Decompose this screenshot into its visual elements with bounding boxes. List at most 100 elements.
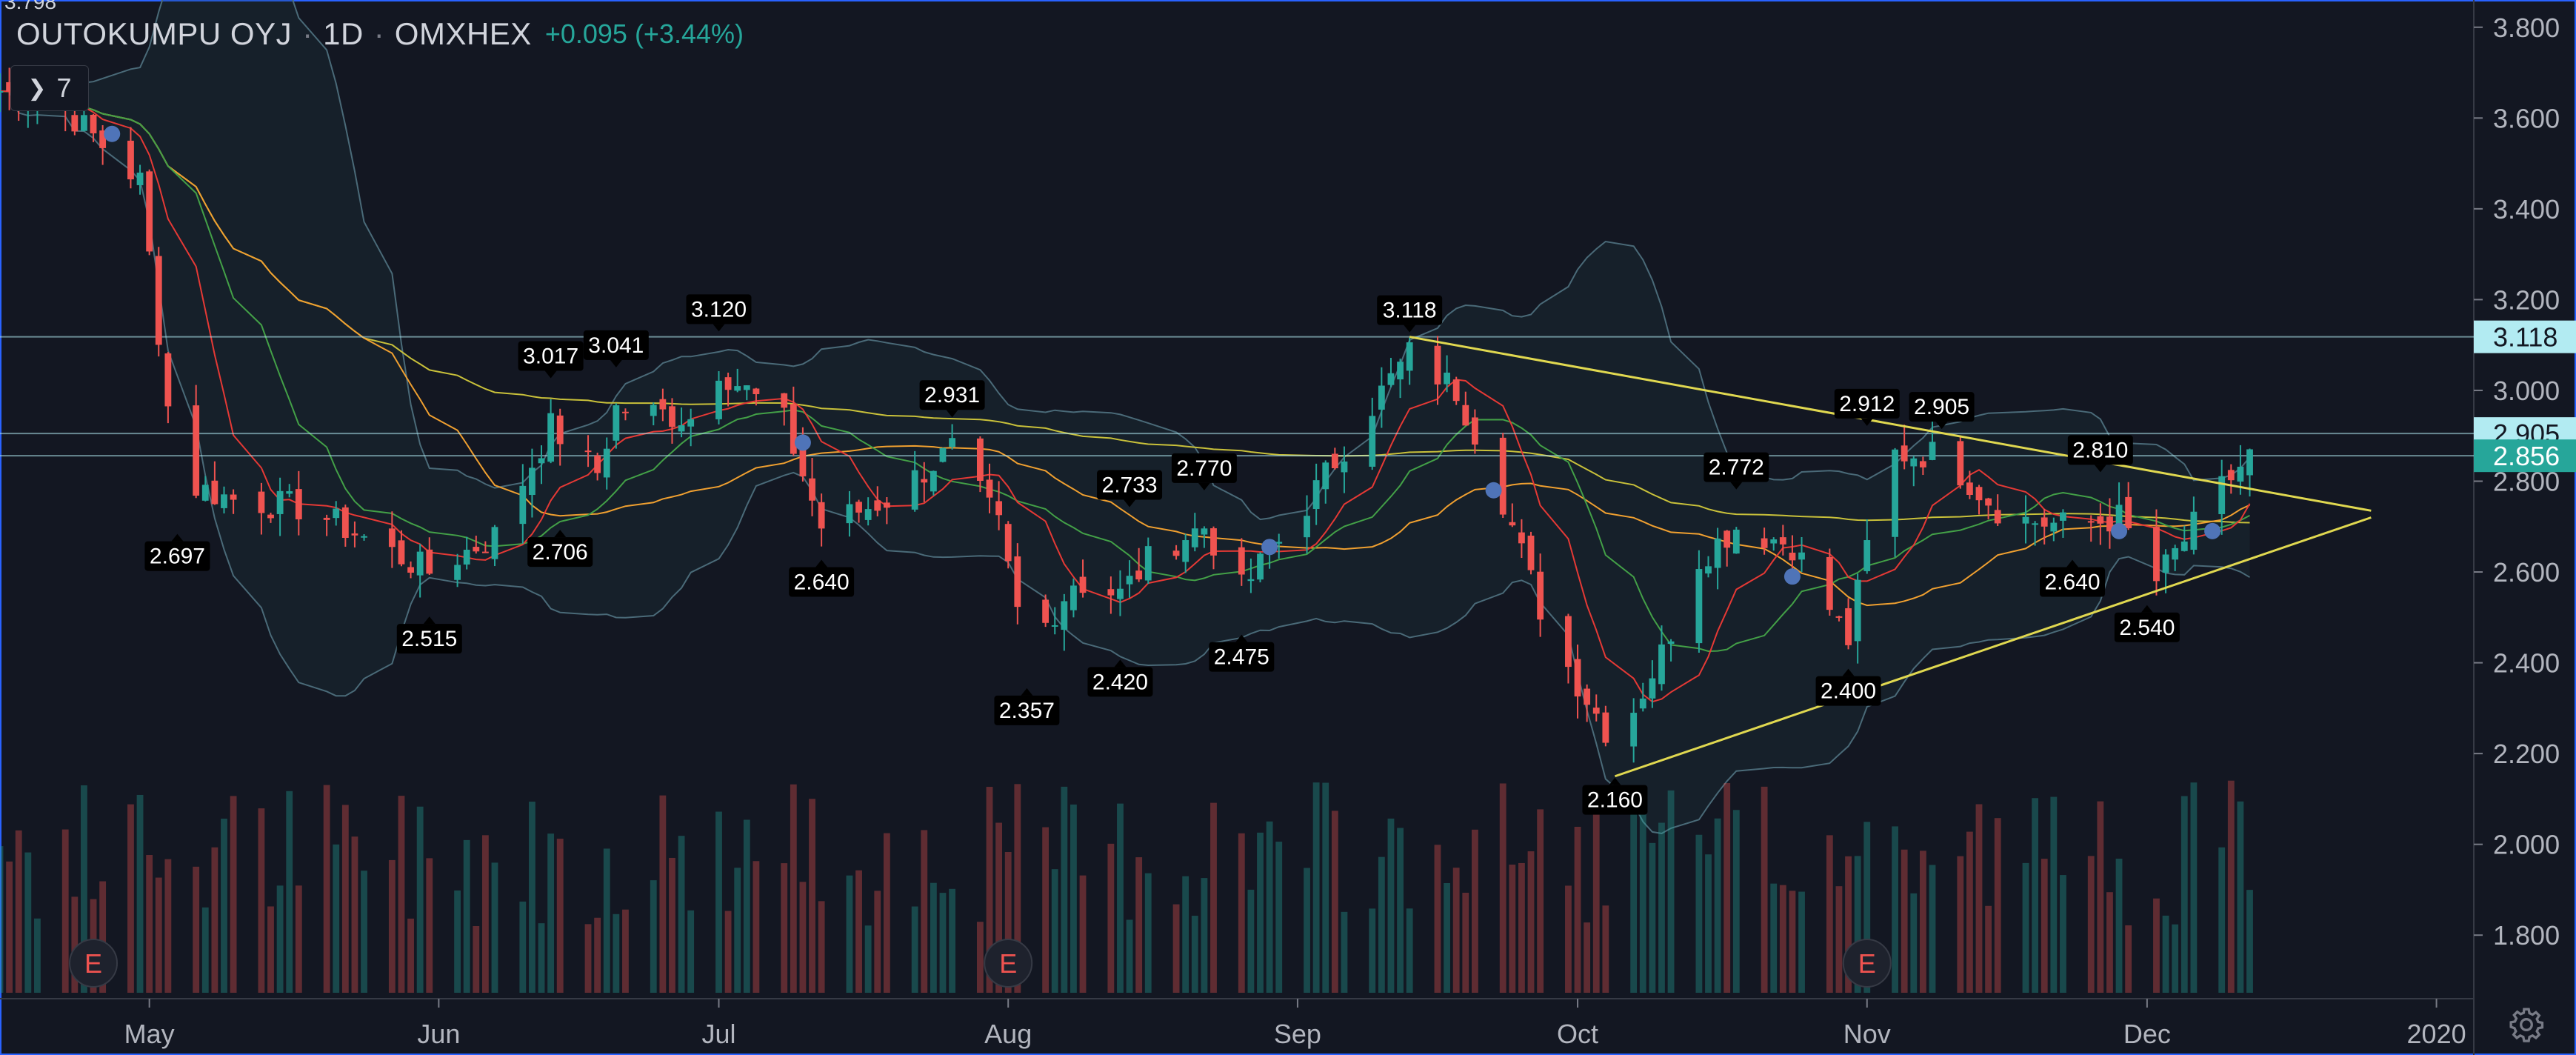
candle-body	[426, 549, 433, 574]
volume-bar	[1798, 891, 1805, 993]
volume-bar	[398, 796, 405, 993]
symbol-name[interactable]: OUTOKUMPU OYJ	[16, 16, 293, 51]
candle	[1397, 359, 1404, 399]
volume-bar	[2180, 796, 2188, 993]
candle	[1574, 645, 1581, 719]
swing-label-text: 2.770	[1176, 456, 1232, 481]
time-tick-label: Jun	[417, 1019, 460, 1049]
volume-bar	[584, 924, 592, 993]
volume-bar	[99, 881, 107, 993]
candle-body	[1304, 516, 1310, 538]
clipped-price-label: 3.798	[4, 0, 56, 13]
gear-icon[interactable]	[2508, 1006, 2545, 1043]
candle	[1322, 460, 1329, 504]
candle	[2153, 509, 2160, 596]
candle-body	[1275, 542, 1283, 544]
candle	[1732, 527, 1740, 554]
volume-bar	[1144, 873, 1152, 993]
swing-label-text: 2.706	[533, 540, 588, 565]
candle-body	[2050, 522, 2058, 532]
volume-bar	[1079, 875, 1087, 993]
candle-body	[2032, 523, 2039, 525]
swing-label-text: 2.400	[1821, 679, 1876, 704]
trendline	[1409, 336, 2372, 512]
candle-body	[1444, 372, 1450, 385]
candle-body	[1042, 599, 1050, 623]
volume-bar	[1135, 857, 1143, 993]
volume-bar	[2050, 796, 2058, 993]
volume-bar	[1854, 856, 1861, 993]
candle	[603, 437, 610, 490]
volume-bar	[211, 847, 218, 993]
swing-label-box	[1704, 452, 1769, 482]
candle	[846, 490, 853, 537]
volume-bar	[1051, 869, 1058, 993]
candle	[1304, 495, 1310, 554]
candle-body	[1584, 688, 1591, 705]
candle-body	[1210, 528, 1217, 556]
volume-bar	[1695, 834, 1703, 993]
earnings-marker-label: E	[999, 948, 1017, 979]
earnings-marker[interactable]: E	[69, 939, 119, 988]
candle	[1639, 682, 1646, 712]
candle-body	[1649, 678, 1656, 699]
candle	[790, 386, 797, 456]
volume-bar	[1639, 800, 1646, 993]
candle	[753, 387, 760, 406]
volume-bar	[781, 863, 788, 993]
candle	[136, 164, 144, 195]
volume-bar	[407, 918, 414, 993]
swing-label-pointer	[1235, 634, 1248, 642]
swing-label-text: 2.515	[401, 627, 457, 651]
swing-label-text: 2.160	[1587, 788, 1643, 813]
swing-label: 2.733	[1097, 470, 1163, 507]
candle-body	[594, 455, 601, 473]
candle-body	[1602, 712, 1609, 743]
candle-body	[2097, 516, 2104, 524]
candle-body	[81, 115, 87, 131]
volume-bar	[594, 917, 601, 993]
candle-body	[1761, 538, 1768, 548]
candle-body	[1826, 556, 1833, 610]
candle-body	[155, 256, 162, 345]
candle	[341, 505, 349, 547]
volume-bar	[1835, 886, 1843, 993]
volume-bar	[155, 877, 162, 993]
earnings-marker[interactable]: E	[1842, 939, 1892, 988]
candle	[2162, 549, 2169, 593]
candle	[781, 393, 788, 426]
candle-body	[1630, 713, 1638, 747]
candle	[1584, 684, 1591, 722]
candle-body	[603, 448, 610, 478]
candle-body	[1910, 458, 1918, 467]
candle	[883, 497, 890, 525]
volume-bar	[473, 925, 480, 993]
candle-body	[1957, 441, 1964, 486]
candle-body	[258, 491, 265, 513]
candle-body	[0, 90, 4, 93]
candle	[361, 534, 367, 541]
candle	[855, 499, 862, 523]
volume-bar	[2022, 862, 2029, 993]
candle	[939, 447, 947, 463]
candle	[986, 463, 993, 513]
swing-label-pointer	[1935, 422, 1948, 430]
candle-body	[1126, 576, 1133, 585]
volume-bar	[939, 893, 947, 993]
swing-label-text: 2.810	[2072, 438, 2128, 462]
signal-dot	[2111, 522, 2128, 539]
swing-label: 2.770	[1171, 453, 1237, 490]
interval-label[interactable]: 1D	[323, 16, 364, 51]
indicators-toggle-button[interactable]: ❯ 7	[10, 65, 89, 111]
volume-bar	[258, 808, 265, 993]
candle	[463, 536, 470, 570]
swing-label-pointer	[946, 410, 958, 418]
swing-label-pointer	[1842, 668, 1855, 676]
earnings-marker[interactable]: E	[984, 939, 1033, 988]
swing-label-box	[919, 380, 985, 410]
candle	[650, 402, 657, 426]
candle-body	[1201, 528, 1208, 535]
volume-bar	[454, 890, 461, 993]
volume-bar	[753, 861, 760, 993]
